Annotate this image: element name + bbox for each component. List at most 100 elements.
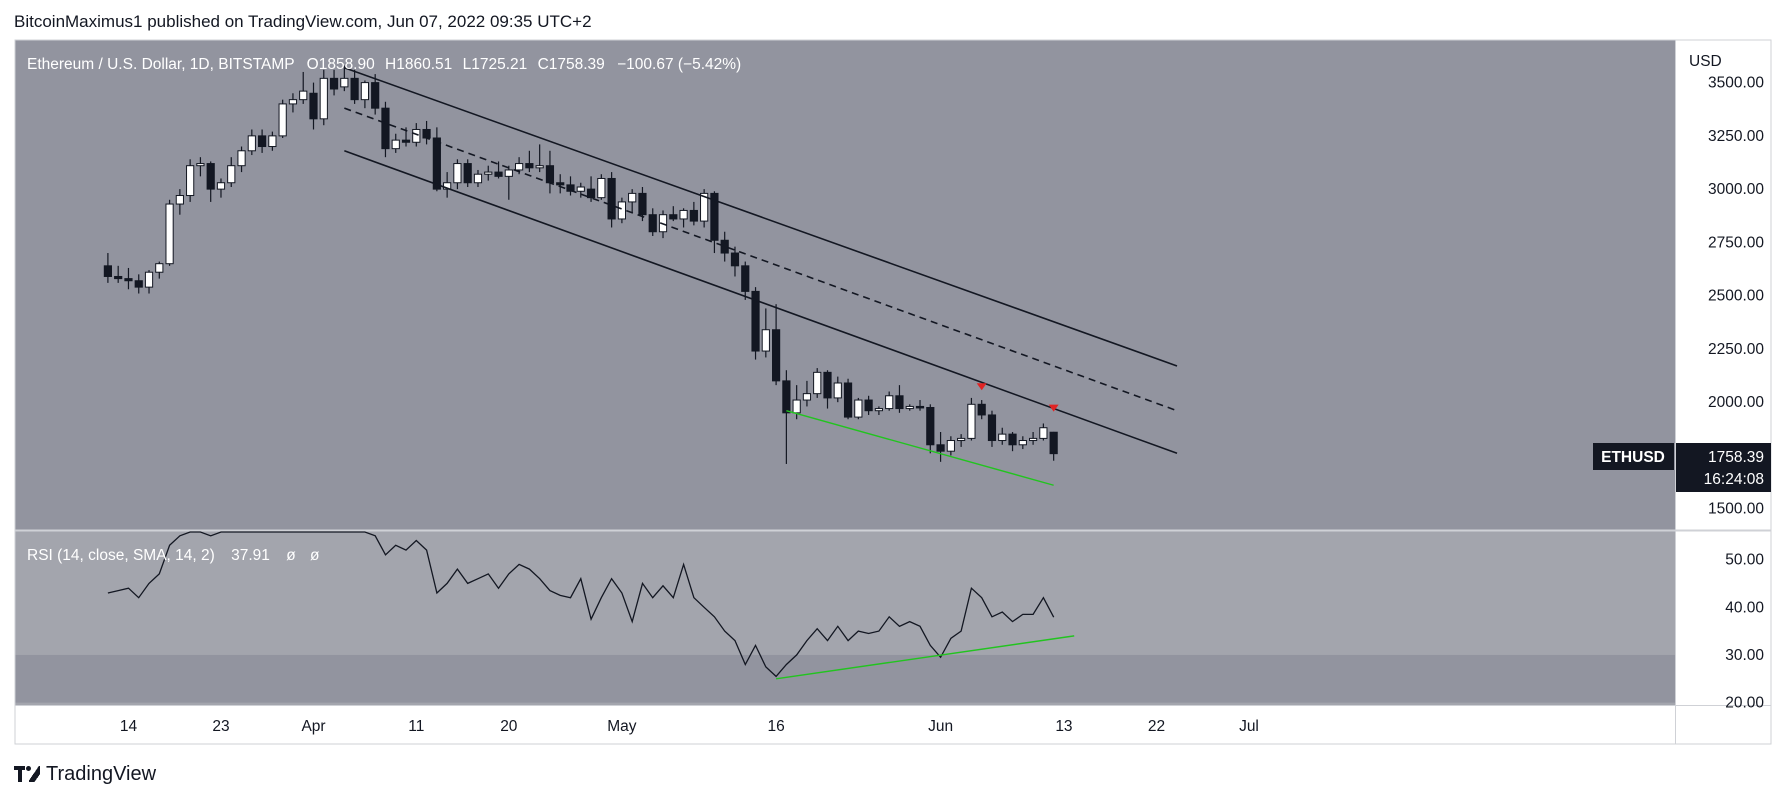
- rsi-tick-label: 30.00: [1725, 647, 1764, 664]
- time-tick-label: May: [607, 718, 637, 735]
- legend-o-label: O: [307, 56, 319, 73]
- candle-body: [288, 99, 298, 105]
- candle: [165, 199, 174, 266]
- candle-body: [103, 265, 113, 277]
- candle-body: [525, 163, 534, 169]
- tradingview-brand: TradingView: [46, 762, 157, 785]
- candle: [823, 370, 832, 409]
- candle-body: [247, 135, 256, 152]
- candle: [155, 261, 164, 279]
- price-tick-label: 1500.00: [1708, 501, 1764, 518]
- tradingview-logo[interactable]: TradingView: [14, 760, 156, 788]
- candle-body: [751, 290, 760, 352]
- price-tag: 1758.39: [1708, 449, 1764, 466]
- candle-body: [679, 209, 688, 220]
- candle-body: [669, 214, 678, 220]
- candle-body: [175, 195, 184, 205]
- candle-body: [710, 192, 719, 241]
- candle: [802, 380, 812, 407]
- candle-body: [227, 165, 236, 184]
- candle: [103, 253, 113, 283]
- candle: [535, 144, 544, 173]
- price-tick-label: 3250.00: [1708, 128, 1764, 145]
- candle: [833, 376, 842, 403]
- candle-body: [124, 278, 133, 282]
- candle: [915, 400, 925, 411]
- candle-body: [155, 263, 164, 273]
- candle: [751, 287, 760, 360]
- candle: [946, 436, 955, 456]
- candle: [216, 178, 226, 198]
- candle-body: [977, 403, 986, 416]
- candle-body: [1029, 437, 1038, 442]
- candle-body: [545, 165, 555, 184]
- rsi-layer: [107, 531, 1075, 680]
- candle: [679, 208, 688, 228]
- candle: [936, 432, 945, 462]
- candle: [586, 176, 596, 202]
- channel-line: [344, 150, 1178, 455]
- candle: [1018, 436, 1027, 450]
- candle-body: [586, 188, 596, 199]
- candle: [309, 82, 318, 130]
- candle-body: [957, 437, 966, 442]
- candle-body: [833, 382, 842, 399]
- candle-body: [165, 203, 174, 265]
- candle: [998, 427, 1007, 445]
- candle-body: [371, 82, 380, 109]
- candle-body: [823, 371, 832, 399]
- time-tick-label: 22: [1148, 718, 1165, 735]
- candle-body: [700, 192, 709, 222]
- legend-l-value: 1725.21: [471, 56, 527, 73]
- candle: [576, 182, 585, 198]
- candle: [977, 400, 986, 420]
- candle: [463, 159, 472, 187]
- candle-body: [196, 163, 205, 167]
- candle: [669, 206, 678, 222]
- candle: [782, 370, 791, 464]
- candle: [628, 189, 637, 213]
- time-tick-label: Jun: [928, 718, 953, 735]
- candle: [299, 71, 308, 104]
- time-tick-label: 23: [212, 718, 229, 735]
- candle-body: [484, 171, 493, 175]
- candle: [648, 208, 657, 236]
- price-tag-bg: [1676, 443, 1771, 492]
- channel-line: [344, 66, 1178, 367]
- rsi-tick-label: 20.00: [1725, 695, 1764, 712]
- price-tick-label: 2250.00: [1708, 341, 1764, 358]
- candle: [206, 161, 215, 202]
- candle-body: [494, 171, 503, 177]
- rsi-legend: RSI (14, close, SMA, 14, 2) 37.91 ø ø: [27, 547, 320, 564]
- candle: [329, 69, 339, 96]
- candle-body: [134, 280, 143, 288]
- candle-body: [556, 182, 565, 186]
- price-axis: [1676, 40, 1771, 744]
- candle-body: [412, 128, 421, 143]
- symbol-tag-bg: [1593, 443, 1674, 470]
- legend-l-label: L: [463, 56, 472, 73]
- candle: [843, 378, 853, 420]
- candle: [278, 99, 287, 138]
- price-tick-label: 2750.00: [1708, 234, 1764, 251]
- currency-label: USD: [1689, 53, 1722, 70]
- candle-body: [987, 414, 997, 442]
- chart-frame: [14, 39, 1772, 745]
- candle: [874, 406, 883, 415]
- time-tick-label: 14: [120, 718, 138, 735]
- candle: [967, 397, 976, 441]
- candle: [144, 270, 154, 294]
- candle-body: [268, 135, 277, 148]
- candle: [700, 189, 709, 228]
- channel-midline: [344, 107, 1178, 412]
- candle-body: [566, 184, 575, 192]
- candle-body: [607, 177, 616, 220]
- candle-body: [576, 186, 585, 192]
- candle: [504, 165, 513, 200]
- candle: [957, 434, 966, 447]
- x-axis-labels: 14 23 Apr 11 20 May 16 Jun 13 22 Jul: [120, 718, 1259, 735]
- rsi-legend-na2: ø: [310, 547, 320, 564]
- candle: [196, 157, 205, 177]
- rsi-legend-value: 37.91: [231, 547, 270, 564]
- time-tick-label: 13: [1055, 718, 1072, 735]
